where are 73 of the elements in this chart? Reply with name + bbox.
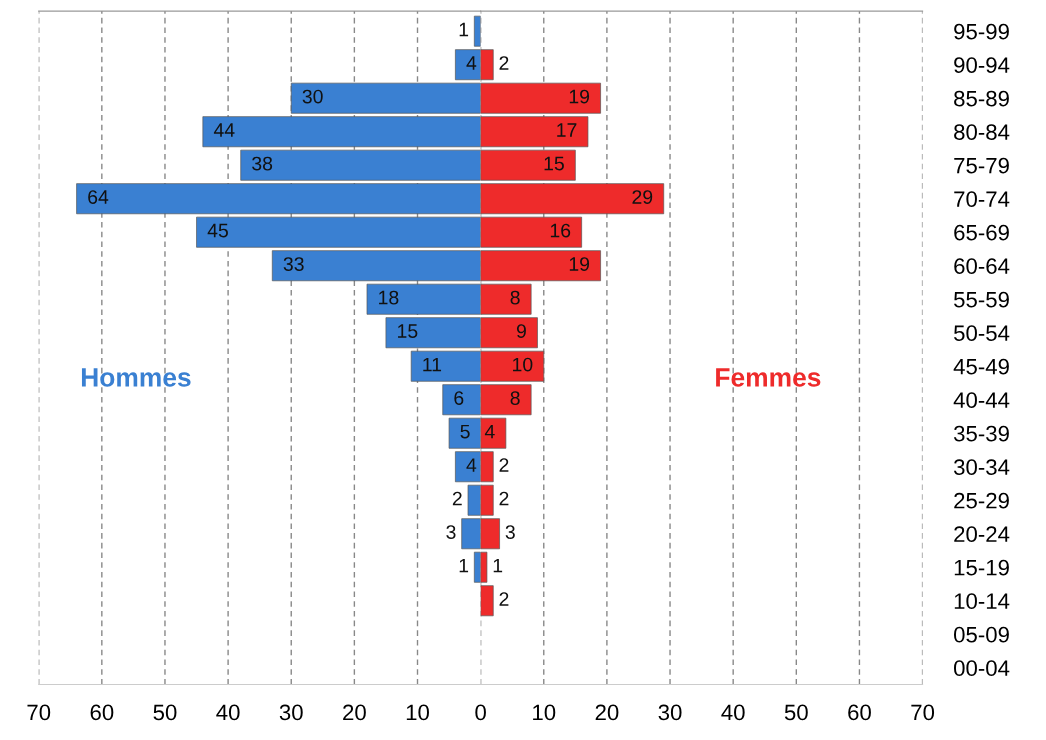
data-label: 44: [213, 123, 235, 137]
data-label: 30: [302, 89, 323, 104]
y-tick-label: 80-84: [954, 124, 1010, 140]
x-tick-label: 20: [595, 704, 619, 721]
y-tick-label: 10-14: [954, 593, 1010, 610]
y-tick-label: 30-34: [953, 459, 1010, 475]
y-tick-label: 45-49: [953, 358, 1009, 375]
x-tick-label: 0: [475, 704, 486, 721]
bar: [473, 15, 481, 47]
data-label: 18: [379, 290, 399, 305]
data-label: 2: [452, 491, 462, 506]
data-label: 4: [466, 458, 477, 472]
data-label: 10: [513, 357, 533, 372]
data-label: 1: [459, 558, 469, 573]
data-label: 4: [466, 56, 477, 70]
data-label: 2: [499, 458, 509, 472]
data-label: 15: [398, 324, 418, 338]
data-label: 4: [484, 424, 495, 439]
x-tick-label: 60: [90, 704, 114, 721]
data-label: 6: [454, 391, 464, 405]
data-label: 11: [423, 357, 442, 372]
y-tick-label: 15-19: [954, 559, 1009, 576]
data-label: 5: [460, 424, 470, 439]
data-label: 3: [505, 525, 515, 539]
y-tick-label: 85-89: [954, 90, 1009, 107]
x-tick-label: 30: [658, 704, 682, 721]
y-tick-label: 65-69: [954, 224, 1009, 241]
bar: [480, 585, 494, 617]
data-label: 1: [459, 22, 469, 37]
data-label: 9: [516, 324, 526, 338]
y-tick-label: 00-04: [954, 660, 1010, 677]
y-tick-label: 90-94: [954, 57, 1010, 73]
y-tick-label: 35-39: [953, 425, 1009, 442]
x-tick-label: 10: [406, 704, 429, 721]
data-label: 15: [544, 156, 564, 171]
data-label: 17: [557, 123, 577, 137]
data-label: 8: [510, 391, 520, 405]
data-label: 8: [510, 290, 520, 305]
y-tick-label: 05-09: [954, 626, 1009, 643]
x-tick-label: 40: [721, 704, 745, 721]
x-tick-label: 60: [848, 704, 871, 721]
x-tick-label: 70: [911, 704, 935, 721]
y-tick-label: 75-79: [954, 157, 1009, 174]
x-tick-label: 30: [279, 704, 303, 721]
y-tick-label: 50-54: [954, 325, 1010, 341]
data-label: 2: [499, 592, 509, 606]
data-label: 19: [569, 257, 590, 271]
data-label: 29: [632, 190, 653, 204]
x-tick-label: 50: [153, 704, 177, 721]
data-label: 19: [569, 89, 590, 104]
x-tick-label: 70: [27, 704, 51, 721]
y-tick-label: 40-44: [953, 392, 1010, 408]
y-tick-label: 70-74: [954, 191, 1010, 207]
text: Hommes: [81, 368, 191, 387]
data-label: 2: [499, 491, 509, 506]
data-label: 16: [550, 223, 571, 238]
y-tick-label: 95-99: [954, 23, 1009, 40]
y-tick-label: 20-24: [954, 526, 1010, 543]
data-label: 45: [207, 223, 228, 238]
x-tick-label: 50: [784, 704, 808, 721]
data-label: 38: [252, 156, 273, 171]
data-label: 3: [446, 525, 456, 539]
y-tick-label: 60-64: [954, 258, 1010, 274]
x-tick-label: 20: [343, 704, 366, 721]
y-tick-label: 55-59: [954, 291, 1009, 308]
data-label: 64: [88, 190, 109, 204]
y-tick-label: 25-29: [954, 492, 1009, 509]
data-label: 33: [283, 257, 304, 271]
x-tick-label: 40: [216, 704, 240, 721]
text: Femmes: [716, 368, 821, 387]
data-label: 2: [499, 56, 509, 70]
x-tick-label: 10: [533, 704, 556, 721]
data-label: 1: [493, 558, 503, 573]
